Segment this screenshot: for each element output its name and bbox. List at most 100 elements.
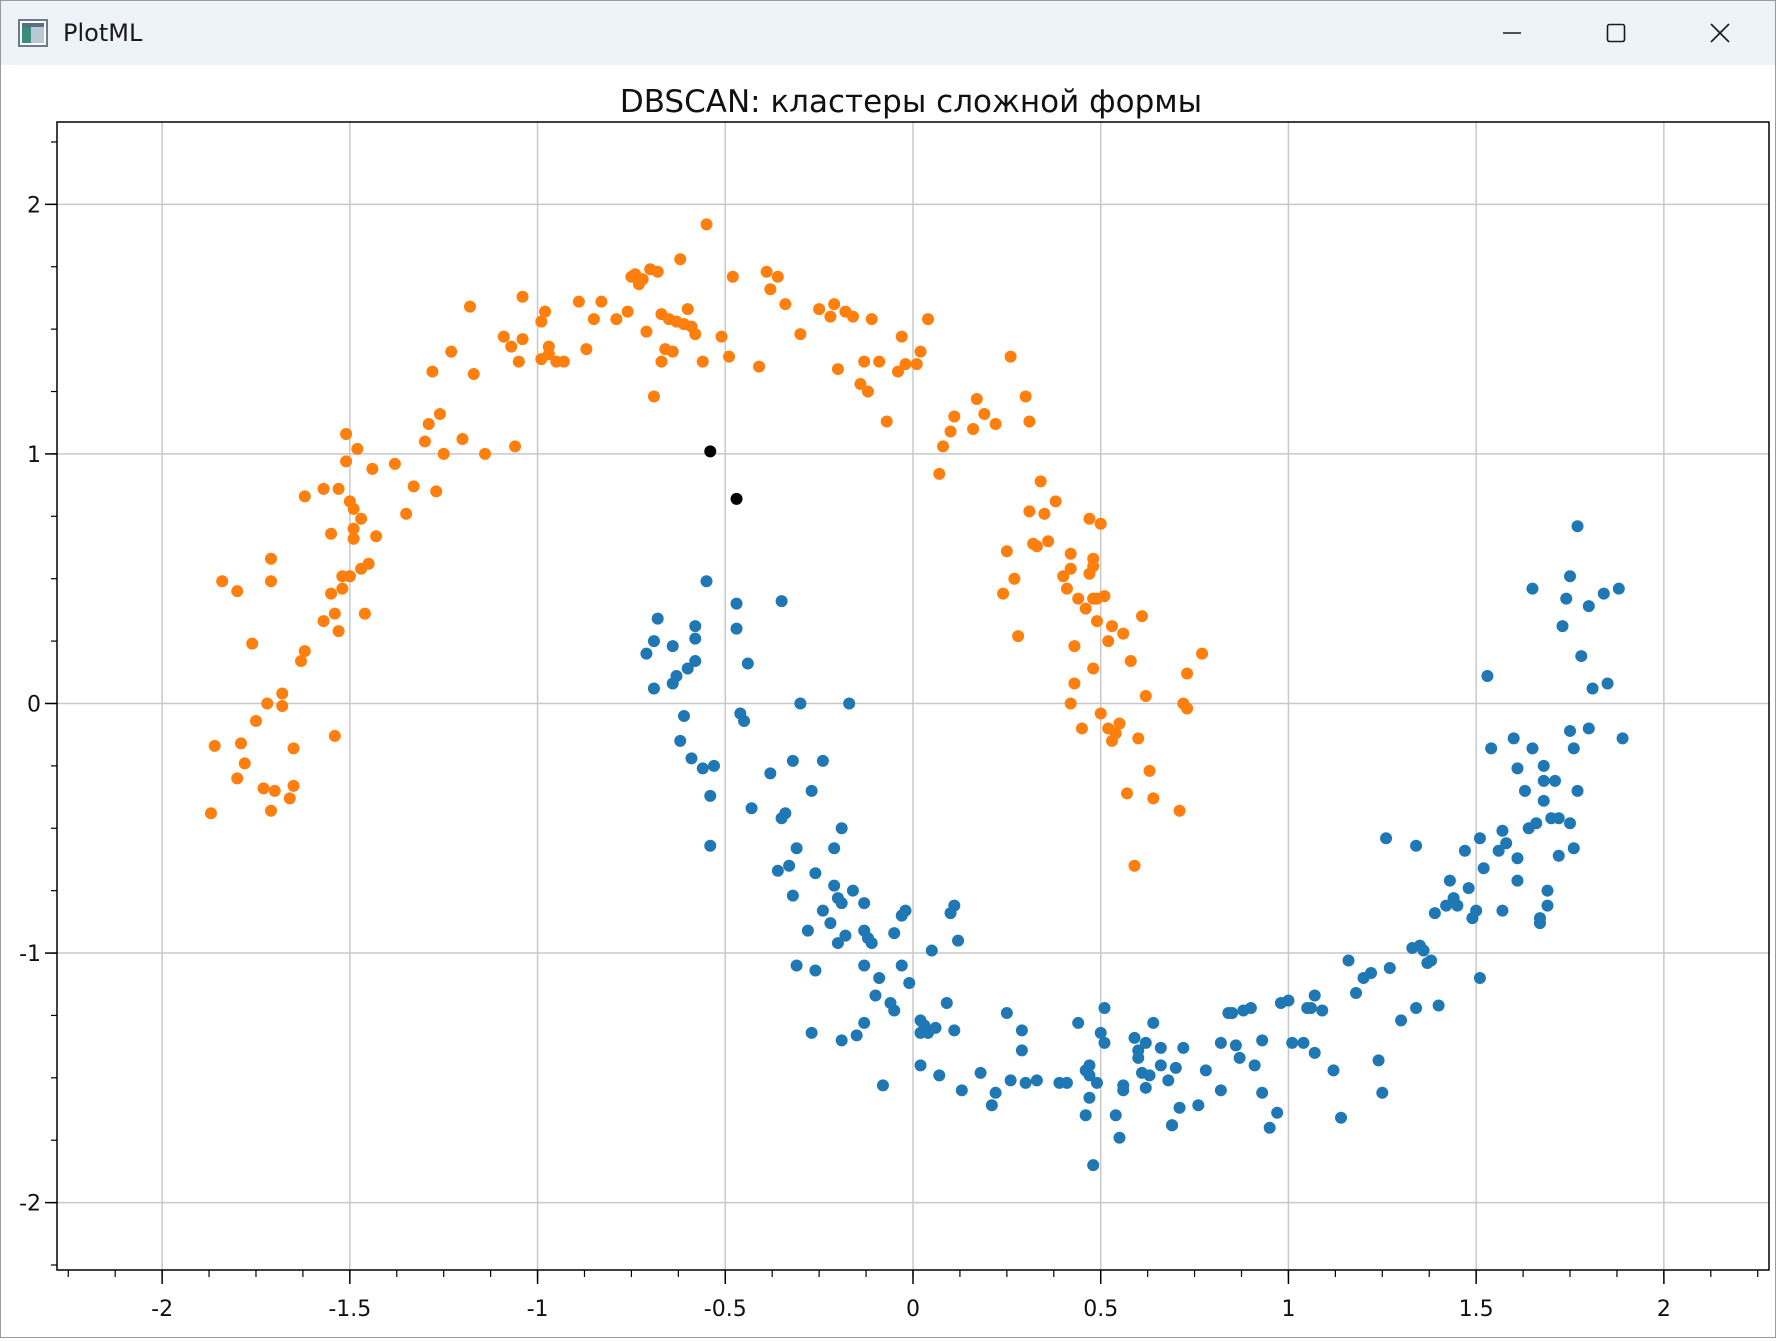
scatter-chart: DBSCAN: кластеры сложной формы -2 -1.5 -1-… bbox=[19, 84, 1770, 1322]
data-point-series-0 bbox=[437, 447, 450, 460]
data-point-series-1 bbox=[888, 1004, 901, 1017]
data-point-series-0 bbox=[666, 345, 679, 358]
data-point-series-1 bbox=[1597, 587, 1610, 600]
data-point-series-0 bbox=[231, 772, 244, 785]
data-point-series-0 bbox=[914, 345, 927, 358]
data-point-series-0 bbox=[681, 303, 694, 316]
data-point-series-1 bbox=[1214, 1036, 1227, 1049]
data-point-series-0 bbox=[1196, 647, 1209, 660]
data-point-series-1 bbox=[1335, 1111, 1347, 1124]
data-point-series-0 bbox=[336, 582, 349, 595]
data-point-series-1 bbox=[839, 929, 852, 942]
data-point-series-0 bbox=[340, 455, 353, 468]
close-button[interactable] bbox=[1668, 1, 1772, 65]
data-point-series-1 bbox=[1564, 817, 1577, 830]
data-point-series-1 bbox=[1530, 817, 1543, 830]
data-point-series-0 bbox=[418, 435, 431, 448]
data-point-series-1 bbox=[1616, 732, 1629, 745]
data-point-series-1 bbox=[1169, 1061, 1182, 1074]
data-point-series-1 bbox=[895, 959, 908, 972]
data-point-series-0 bbox=[287, 742, 300, 755]
data-point-series-1 bbox=[1173, 1101, 1186, 1114]
data-point-series-1 bbox=[1162, 1074, 1175, 1087]
data-point-series-1 bbox=[1308, 989, 1321, 1002]
data-point-series-0 bbox=[370, 530, 383, 543]
data-point-series-1 bbox=[1297, 1036, 1310, 1049]
data-point-series-1 bbox=[801, 924, 814, 937]
x-tick-label: 0 bbox=[906, 1297, 920, 1322]
data-point-series-0 bbox=[328, 729, 341, 742]
data-point-series-1 bbox=[809, 964, 822, 977]
data-point-series-0 bbox=[426, 365, 439, 378]
data-point-series-1 bbox=[1496, 824, 1509, 837]
data-point-series-0 bbox=[1117, 627, 1130, 640]
data-point-series-0 bbox=[858, 355, 871, 368]
data-point-series-1 bbox=[1147, 1016, 1160, 1029]
data-point-series-1 bbox=[1428, 907, 1441, 920]
data-point-series-0 bbox=[1008, 572, 1021, 585]
data-point-series-0 bbox=[1068, 677, 1081, 690]
title-bar[interactable]: PlotML bbox=[1, 1, 1775, 65]
data-point-series-1 bbox=[685, 752, 698, 765]
data-point-series-1 bbox=[1128, 1031, 1141, 1044]
data-point-series-0 bbox=[696, 355, 709, 368]
data-point-series-1 bbox=[647, 682, 660, 695]
data-point-series-1 bbox=[1132, 1051, 1145, 1064]
data-point-series-0 bbox=[880, 415, 893, 428]
data-point-series-2 bbox=[704, 445, 717, 458]
x-tick-label: 1.5 bbox=[1459, 1297, 1494, 1322]
data-point-series-1 bbox=[933, 1069, 946, 1082]
data-point-series-1 bbox=[1443, 874, 1456, 887]
data-point-series-0 bbox=[1173, 804, 1186, 817]
data-point-series-0 bbox=[430, 485, 443, 498]
data-point-series-1 bbox=[1492, 844, 1505, 857]
data-point-series-0 bbox=[922, 313, 935, 326]
data-point-series-1 bbox=[1410, 839, 1423, 852]
y-tick-label: 0 bbox=[27, 692, 41, 717]
data-point-series-0 bbox=[347, 532, 360, 545]
data-point-series-0 bbox=[257, 782, 270, 795]
data-point-series-1 bbox=[828, 879, 841, 892]
data-point-series-1 bbox=[700, 575, 713, 588]
data-point-series-1 bbox=[1537, 759, 1550, 772]
data-point-series-0 bbox=[760, 265, 773, 278]
data-point-series-1 bbox=[1000, 1006, 1013, 1019]
data-point-series-0 bbox=[539, 305, 552, 318]
data-point-series-1 bbox=[1233, 1051, 1246, 1064]
data-point-series-1 bbox=[850, 1029, 863, 1042]
data-point-series-1 bbox=[1139, 1036, 1152, 1049]
data-point-series-1 bbox=[824, 917, 837, 930]
data-point-series-1 bbox=[888, 927, 901, 940]
data-point-series-0 bbox=[1087, 662, 1100, 675]
data-point-series-0 bbox=[1109, 727, 1122, 740]
data-point-series-1 bbox=[786, 754, 799, 767]
data-point-series-1 bbox=[1601, 677, 1614, 690]
data-point-series-1 bbox=[1271, 1106, 1284, 1119]
data-point-series-1 bbox=[1109, 1109, 1122, 1122]
x-tick-label: -2 bbox=[151, 1297, 173, 1322]
data-point-series-1 bbox=[1537, 794, 1550, 807]
data-point-series-0 bbox=[891, 365, 904, 378]
data-point-series-1 bbox=[858, 897, 871, 910]
data-point-series-1 bbox=[704, 839, 717, 852]
data-point-series-0 bbox=[509, 440, 522, 453]
data-point-series-0 bbox=[723, 350, 736, 363]
maximize-button[interactable] bbox=[1564, 1, 1668, 65]
chart-area: DBSCAN: кластеры сложной формы -2 -1.5 -1-… bbox=[1, 65, 1775, 1337]
data-point-series-0 bbox=[445, 345, 458, 358]
data-point-series-0 bbox=[824, 310, 837, 323]
data-point-series-0 bbox=[1139, 690, 1152, 702]
minimize-button[interactable] bbox=[1460, 1, 1564, 65]
data-point-series-1 bbox=[925, 944, 938, 957]
data-point-series-0 bbox=[715, 330, 728, 343]
data-point-series-0 bbox=[325, 587, 338, 600]
data-point-series-0 bbox=[467, 368, 480, 381]
data-point-series-1 bbox=[1552, 812, 1565, 825]
data-point-series-1 bbox=[1541, 884, 1554, 897]
data-point-series-0 bbox=[276, 687, 289, 700]
minimize-icon bbox=[1503, 32, 1521, 34]
data-point-series-0 bbox=[332, 625, 345, 638]
data-point-series-0 bbox=[1094, 517, 1107, 530]
data-point-series-1 bbox=[779, 807, 792, 820]
